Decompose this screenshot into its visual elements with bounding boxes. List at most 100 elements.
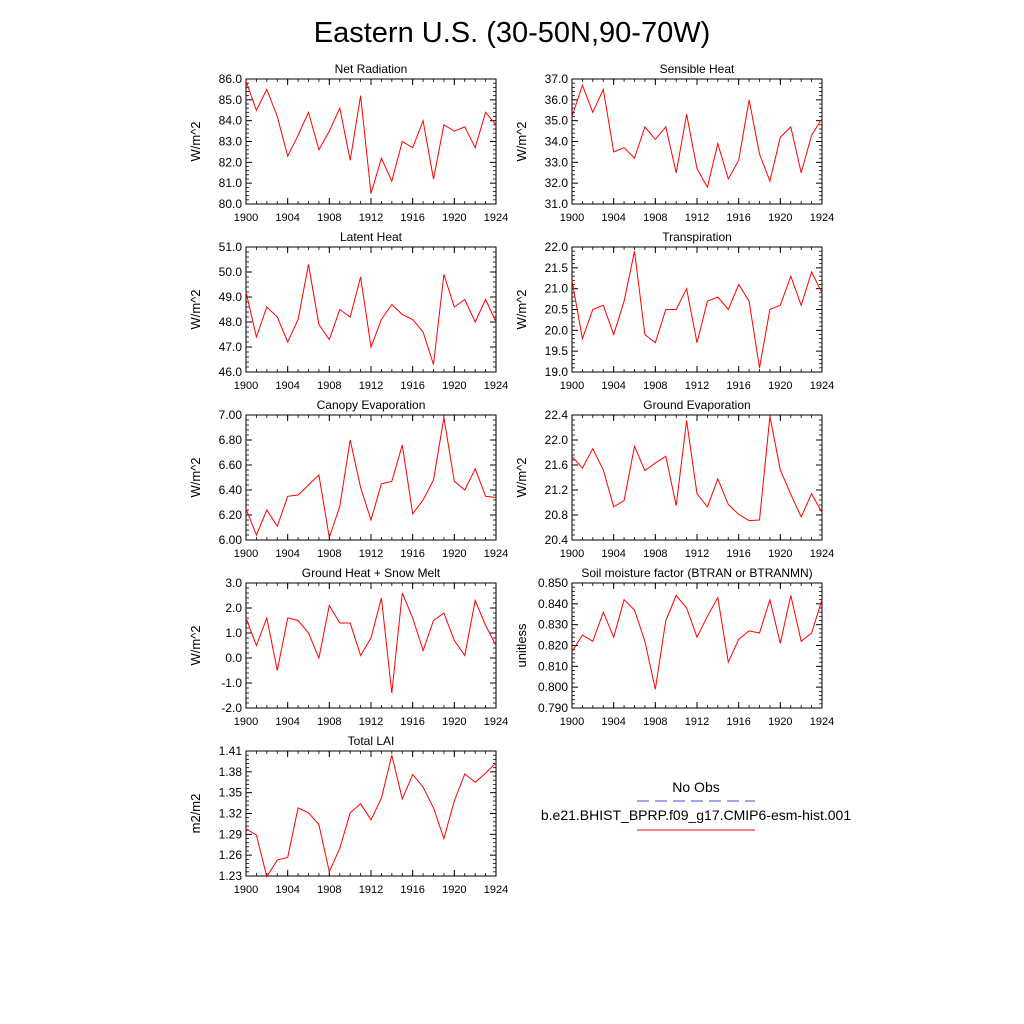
x-tick-label: 1912 xyxy=(685,212,709,224)
panel-ground-evaporation: Ground Evaporation 1900 1904 1908 1912 1916 19… xyxy=(514,398,834,560)
panel-title: Canopy Evaporation xyxy=(317,398,426,412)
x-tick-label: 1900 xyxy=(234,884,258,896)
panel-canopy-evaporation: Canopy Evaporation 1900 1904 1908 1912 1916 19… xyxy=(188,398,508,560)
x-tick-label: 1912 xyxy=(359,716,383,728)
panel-net-radiation: Net Radiation 1900 1904 1908 1912 1916 1920 192… xyxy=(188,62,508,224)
x-tick-label: 1908 xyxy=(317,212,341,224)
x-tick-label: 1900 xyxy=(234,380,258,392)
y-axis-label: W/m^2 xyxy=(188,457,203,497)
y-tick-label: 1.29 xyxy=(219,827,243,841)
legend-model-label: b.e21.BHIST_BPRP.f09_g17.CMIP6-esm-hist.… xyxy=(541,807,851,823)
panel-title: Latent Heat xyxy=(340,230,403,244)
y-tick-label: 21.2 xyxy=(545,483,569,497)
x-tick-label: 1908 xyxy=(317,716,341,728)
x-tick-label: 1912 xyxy=(359,212,383,224)
x-tick-label: 1900 xyxy=(234,212,258,224)
y-tick-label: 1.35 xyxy=(219,786,243,800)
y-axis-label: W/m^2 xyxy=(188,289,203,329)
x-tick-label: 1904 xyxy=(275,548,299,560)
y-tick-label: 36.0 xyxy=(545,93,569,107)
x-tick-label: 1900 xyxy=(560,716,584,728)
y-tick-label: 33.0 xyxy=(545,155,569,169)
x-tick-label: 1904 xyxy=(601,716,625,728)
y-axis-label: m2/m2 xyxy=(188,794,203,834)
y-tick-label: 35.0 xyxy=(545,114,569,128)
y-tick-label: 2.0 xyxy=(225,601,242,615)
x-tick-label: 1908 xyxy=(317,884,341,896)
x-tick-label: 1924 xyxy=(484,380,508,392)
y-tick-label: 1.32 xyxy=(219,807,243,821)
y-tick-label: 0.810 xyxy=(538,659,568,673)
y-axis-label: W/m^2 xyxy=(188,625,203,665)
y-tick-label: 6.20 xyxy=(219,508,243,522)
y-tick-label: 80.0 xyxy=(219,197,243,211)
y-tick-label: 0.0 xyxy=(225,651,242,665)
x-tick-label: 1900 xyxy=(234,548,258,560)
y-tick-label: 84.0 xyxy=(219,114,243,128)
x-tick-label: 1920 xyxy=(768,548,792,560)
x-tick-label: 1900 xyxy=(560,548,584,560)
y-tick-label: 82.0 xyxy=(219,155,243,169)
y-tick-label: 37.0 xyxy=(545,72,569,86)
y-axis-label: unitless xyxy=(514,623,529,668)
y-tick-label: 20.5 xyxy=(545,303,569,317)
panel-title: Transpiration xyxy=(662,230,732,244)
x-tick-label: 1920 xyxy=(442,212,466,224)
panel-latent-heat: Latent Heat 1900 1904 1908 1912 1916 1920 1924 4… xyxy=(188,230,508,392)
plot-frame xyxy=(571,582,823,709)
x-tick-label: 1916 xyxy=(726,548,750,560)
x-tick-label: 1908 xyxy=(317,548,341,560)
x-tick-label: 1920 xyxy=(768,716,792,728)
x-tick-label: 1924 xyxy=(810,212,834,224)
x-tick-label: 1908 xyxy=(643,212,667,224)
x-tick-label: 1920 xyxy=(442,716,466,728)
x-tick-label: 1916 xyxy=(726,212,750,224)
legend: No Obs b.e21.BHIST_BPRP.f09_g17.CMIP6-es… xyxy=(541,779,851,831)
x-tick-label: 1916 xyxy=(726,716,750,728)
x-tick-label: 1904 xyxy=(275,716,299,728)
series-line xyxy=(245,417,497,538)
y-tick-label: 6.60 xyxy=(219,458,243,472)
x-tick-label: 1908 xyxy=(317,380,341,392)
x-tick-label: 1920 xyxy=(442,548,466,560)
x-tick-label: 1916 xyxy=(400,716,424,728)
x-tick-label: 1916 xyxy=(400,548,424,560)
panel-title: Sensible Heat xyxy=(660,62,735,76)
y-tick-label: 47.0 xyxy=(219,340,243,354)
x-tick-label: 1912 xyxy=(685,548,709,560)
y-tick-label: 1.41 xyxy=(219,744,243,758)
series-line xyxy=(245,755,497,878)
y-tick-label: 6.00 xyxy=(219,533,243,547)
y-tick-label: 19.0 xyxy=(545,365,569,379)
y-tick-label: 85.0 xyxy=(219,93,243,107)
x-tick-label: 1904 xyxy=(601,380,625,392)
y-tick-label: 49.0 xyxy=(219,290,243,304)
series-line xyxy=(571,416,823,522)
y-tick-label: 86.0 xyxy=(219,72,243,86)
y-tick-label: 20.0 xyxy=(545,323,569,337)
y-tick-label: 51.0 xyxy=(219,240,243,254)
y-tick-label: 31.0 xyxy=(545,197,569,211)
y-tick-label: 0.850 xyxy=(538,576,568,590)
x-tick-label: 1904 xyxy=(275,380,299,392)
y-axis-label: W/m^2 xyxy=(514,289,529,329)
x-tick-label: 1924 xyxy=(484,548,508,560)
y-tick-label: 21.0 xyxy=(545,282,569,296)
y-tick-label: 1.26 xyxy=(219,848,243,862)
panel-title: Soil moisture factor (BTRAN or BTRANMN) xyxy=(581,566,812,580)
x-tick-label: 1924 xyxy=(810,716,834,728)
x-tick-label: 1900 xyxy=(560,212,584,224)
x-tick-label: 1912 xyxy=(359,884,383,896)
y-tick-label: 48.0 xyxy=(219,315,243,329)
plot-frame xyxy=(245,750,497,877)
y-tick-label: 21.5 xyxy=(545,261,569,275)
y-tick-label: 19.5 xyxy=(545,344,569,358)
series-line xyxy=(571,594,823,690)
x-tick-label: 1904 xyxy=(275,212,299,224)
panel-title: Ground Heat + Snow Melt xyxy=(302,566,441,580)
series-line xyxy=(245,80,497,194)
panel-title: Ground Evaporation xyxy=(643,398,750,412)
x-tick-label: 1924 xyxy=(484,212,508,224)
x-tick-label: 1912 xyxy=(359,380,383,392)
x-tick-label: 1912 xyxy=(685,716,709,728)
